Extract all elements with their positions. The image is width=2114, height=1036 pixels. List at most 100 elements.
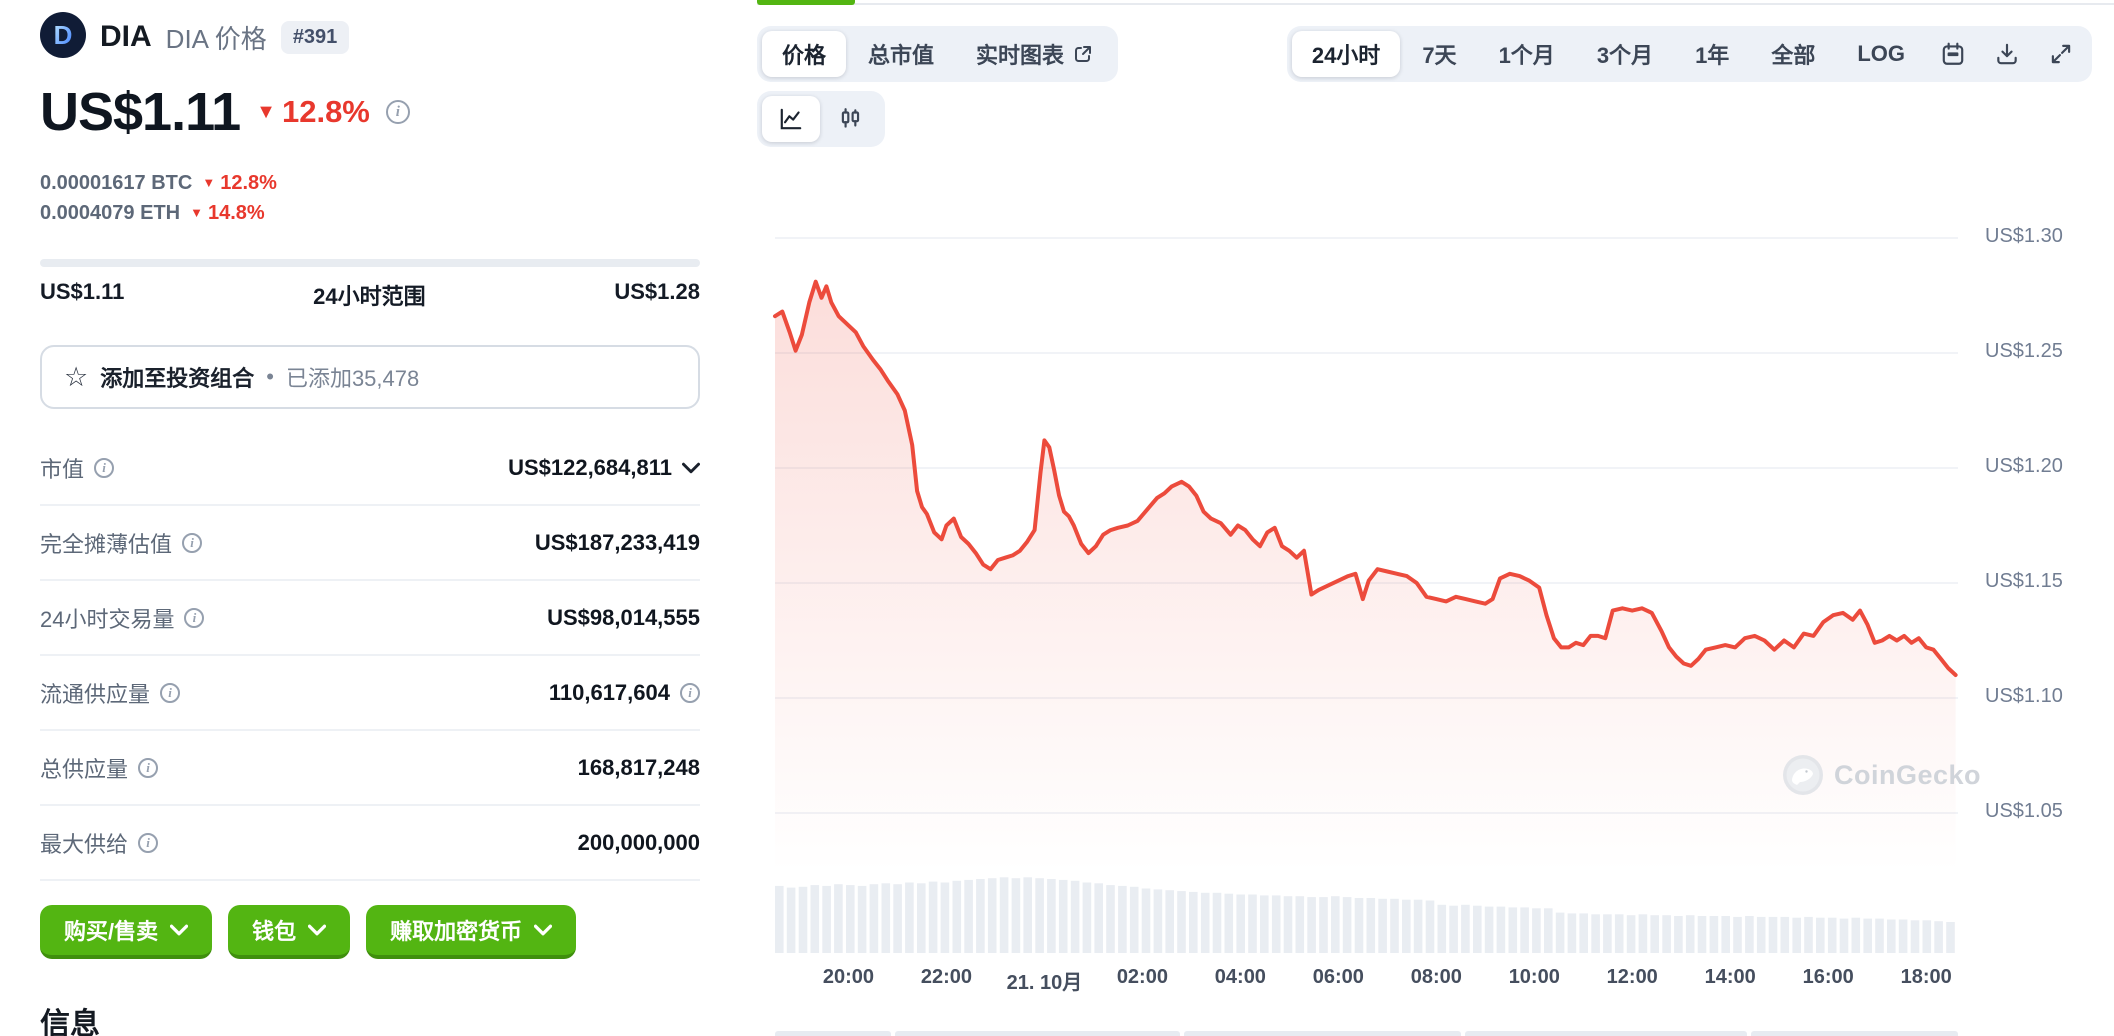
star-icon: ☆ [64, 361, 89, 392]
x-axis-label: 10:00 [1508, 966, 1560, 988]
stat-row-max-supply: 最大供给 i 200,000,000 [40, 806, 700, 881]
volume-bar [1520, 907, 1529, 953]
volume-bar [1461, 904, 1470, 953]
volume-bar [1839, 918, 1849, 953]
volume-bar [1011, 878, 1021, 953]
range-24h[interactable]: 24小时 [1291, 31, 1401, 77]
tab-live-chart[interactable]: 实时图表 [956, 31, 1113, 77]
volume-bar [1780, 916, 1790, 953]
price-row: US$1.11 ▼ 12.8% i [40, 82, 700, 142]
volume-bar [987, 878, 997, 953]
volume-bar [1212, 892, 1222, 953]
volume-bar [1626, 915, 1636, 953]
range-1y[interactable]: 1年 [1695, 43, 1730, 68]
volume-bar [846, 885, 855, 953]
volume-bar [917, 883, 926, 953]
range-3m[interactable]: 3个月 [1596, 43, 1654, 68]
tab-market-cap[interactable]: 总市值 [868, 43, 935, 68]
wallet-button[interactable]: 钱包 [228, 905, 351, 959]
calendar-button[interactable] [1927, 31, 1979, 77]
download-icon [1997, 43, 2017, 65]
candlestick-toggle[interactable] [822, 96, 880, 142]
volume-bar [1591, 914, 1600, 953]
volume-bar [1614, 914, 1624, 953]
volume-bar [1295, 896, 1305, 953]
volume-bar [1390, 898, 1399, 953]
range-slider[interactable] [40, 259, 700, 267]
volume-bar [1094, 883, 1103, 953]
volume-bar [893, 884, 902, 953]
x-axis-label: 20:00 [822, 966, 875, 988]
y-axis-label: US$1.10 [1985, 685, 2063, 707]
volume-bar [798, 886, 808, 953]
volume-bar [1366, 898, 1376, 953]
volume-bar [834, 884, 843, 953]
range-high: US$1.28 [614, 279, 700, 304]
price-area [775, 281, 1956, 872]
line-chart-toggle[interactable] [762, 96, 820, 142]
line-chart-icon [780, 108, 802, 130]
volume-bar [1118, 885, 1127, 953]
info-icon[interactable]: i [182, 532, 203, 553]
volume-bar [1023, 877, 1032, 953]
volume-bar [1319, 897, 1328, 953]
volume-bar [1674, 916, 1683, 953]
chart-metric-tabs: 价格 总市值 实时图表 [757, 26, 1119, 82]
volume-bar [1200, 892, 1210, 953]
volume-bar [1804, 916, 1813, 953]
stat-row-volume: 24小时交易量 i US$98,014,555 [40, 581, 700, 656]
download-button[interactable] [1981, 31, 2033, 77]
volume-bar [1413, 899, 1423, 953]
x-axis-label: 04:00 [1214, 966, 1266, 988]
earn-crypto-button[interactable]: 赚取加密货币 [366, 905, 577, 959]
volume-bar [1236, 894, 1245, 953]
range-7d[interactable]: 7天 [1422, 43, 1457, 68]
info-icon[interactable]: i [94, 457, 115, 478]
range-label: 24小时范围 [313, 284, 426, 309]
volume-bar [1697, 916, 1707, 953]
volume-bar [1378, 898, 1387, 953]
table-edge-segment [894, 1031, 1180, 1036]
volume-bar [1260, 895, 1269, 953]
info-icon[interactable]: i [184, 607, 205, 628]
y-axis-label: US$1.30 [1985, 225, 2063, 247]
volume-bar [1331, 896, 1340, 953]
volume-bar [1473, 905, 1482, 953]
price-line [773, 279, 1958, 677]
x-axis-label: 18:00 [1900, 966, 1952, 988]
volume-bar [1745, 916, 1754, 953]
volume-bar [1898, 919, 1908, 953]
info-icon[interactable]: i [680, 682, 700, 703]
info-icon[interactable]: i [138, 832, 159, 853]
volume-bar [1165, 890, 1174, 953]
coin-symbol: DIA [100, 20, 152, 53]
volume-bar [1922, 920, 1932, 953]
volume-bar [1603, 914, 1612, 953]
volume-bar [1153, 889, 1163, 953]
volume-bar [940, 882, 950, 953]
tabbar-divider [757, 3, 2114, 5]
range-low: US$1.11 [40, 279, 125, 304]
stat-row-market-cap: 市值 i US$122,684,811 [40, 431, 700, 506]
buy-sell-button[interactable]: 购买/售卖 [40, 905, 213, 959]
volume-bar [1271, 895, 1281, 953]
chevron-down-icon [308, 924, 327, 936]
volume-bar [1863, 918, 1872, 953]
range-log[interactable]: LOG [1857, 41, 1905, 66]
info-icon[interactable]: i [138, 757, 159, 778]
active-tab-underline [757, 0, 855, 5]
tab-price[interactable]: 价格 [762, 31, 847, 77]
btc-conversion: 0.00001617 BTC ▼ 12.8% [40, 169, 700, 197]
range-all[interactable]: 全部 [1771, 43, 1816, 68]
range-1m[interactable]: 1个月 [1498, 43, 1555, 68]
volume-bar [1768, 916, 1778, 953]
info-icon[interactable]: i [160, 682, 181, 703]
volume-bar [1887, 919, 1896, 953]
add-to-portfolio-button[interactable]: ☆ 添加至投资组合 • 已添加35,478 [40, 345, 700, 409]
volume-bar [881, 883, 891, 953]
fullscreen-button[interactable] [2035, 31, 2087, 77]
volume-bar [976, 879, 985, 953]
price-info-icon[interactable]: i [385, 100, 410, 124]
svg-text:D: D [54, 20, 73, 50]
